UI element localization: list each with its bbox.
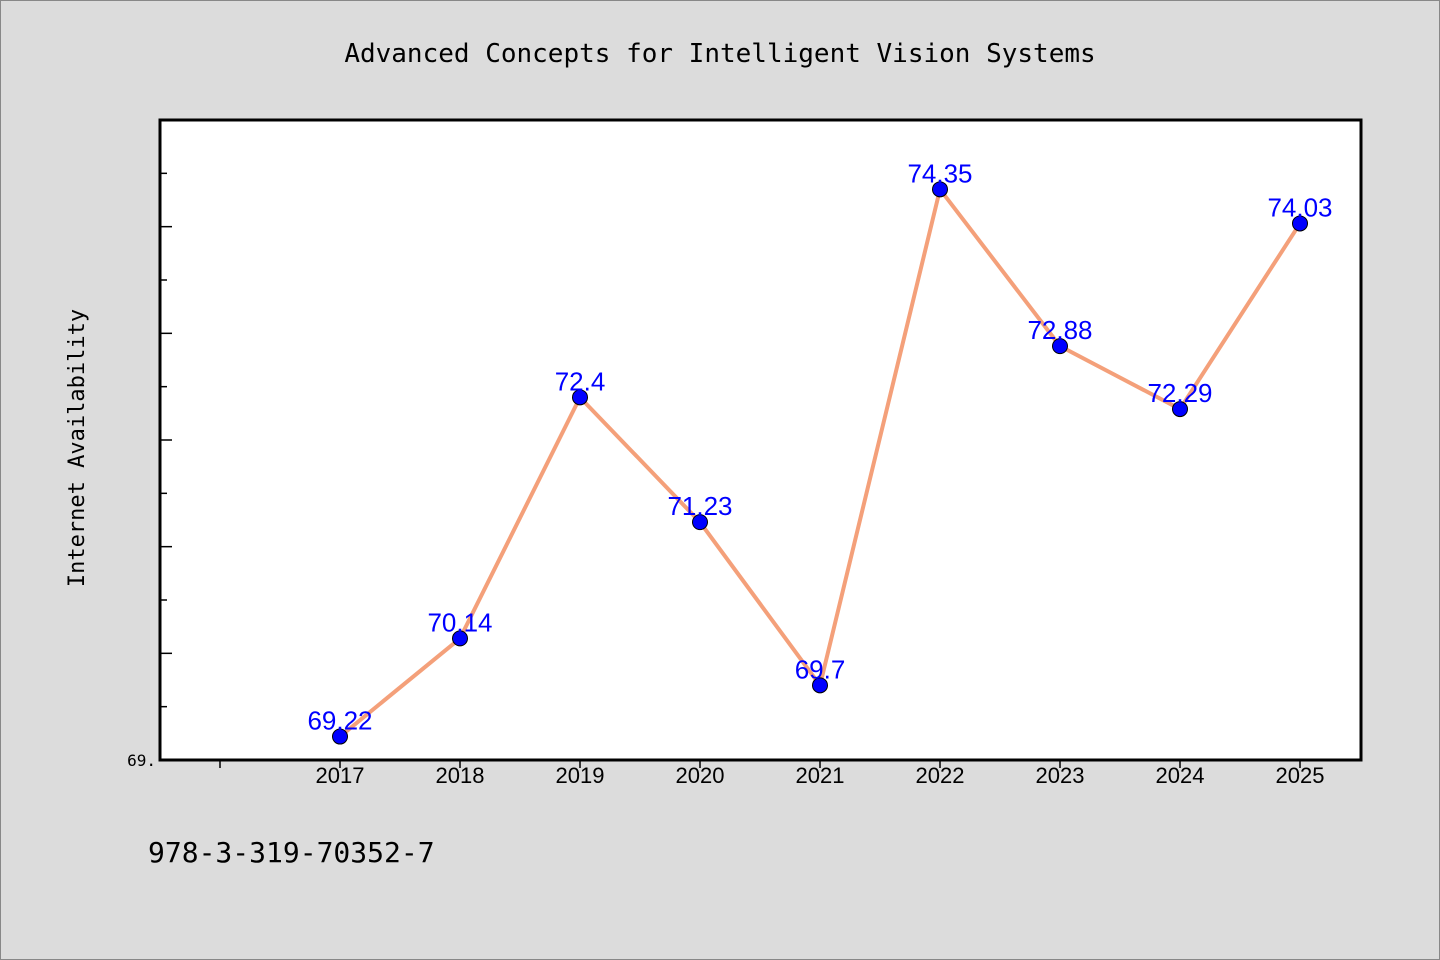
data-label: 72.29	[1147, 378, 1212, 408]
chart-title: Advanced Concepts for Intelligent Vision…	[344, 39, 1095, 69]
x-tick-label: 2024	[1156, 763, 1205, 788]
data-label: 72.4	[555, 366, 606, 396]
axes: 69. 2017 2018 2019 2020 2021 2022 2023 2024 2025	[127, 119, 1325, 788]
data-point	[452, 630, 468, 647]
x-tick-label: 2025	[1276, 763, 1325, 788]
data-labels-layer: 69.22 70.14 72.4 71.23 69.7 74.35 72.88 72.29 74…	[307, 158, 1332, 735]
x-tick-label: 2023	[1036, 763, 1085, 788]
y-axis-label: Internet Availability	[65, 309, 90, 587]
y-tick-label: 69.	[127, 751, 156, 770]
data-point	[932, 181, 948, 198]
x-tick-label: 2019	[556, 763, 605, 788]
data-point	[572, 389, 588, 406]
x-tick-label: 2018	[436, 763, 485, 788]
x-tick-label: 2021	[796, 763, 845, 788]
data-point	[1172, 401, 1188, 418]
data-label: 69.22	[307, 706, 372, 736]
data-label: 74.35	[907, 158, 972, 188]
data-point	[1052, 338, 1068, 355]
plot-frame	[158, 118, 1363, 762]
data-point	[332, 728, 348, 745]
plot-area	[160, 120, 1361, 760]
data-label: 71.23	[667, 491, 732, 521]
data-point	[812, 677, 828, 694]
x-tick-label: 2022	[916, 763, 965, 788]
data-label: 70.14	[427, 607, 492, 637]
isbn-text: 978-3-319-70352-7	[148, 836, 435, 869]
x-tick-label: 2020	[676, 763, 725, 788]
data-point	[692, 514, 708, 531]
data-label: 72.88	[1027, 315, 1092, 345]
data-point	[1292, 215, 1308, 232]
x-tick-label: 2017	[316, 763, 365, 788]
data-label: 69.7	[795, 654, 846, 684]
markers-layer	[332, 181, 1308, 745]
data-label: 74.03	[1267, 192, 1332, 222]
